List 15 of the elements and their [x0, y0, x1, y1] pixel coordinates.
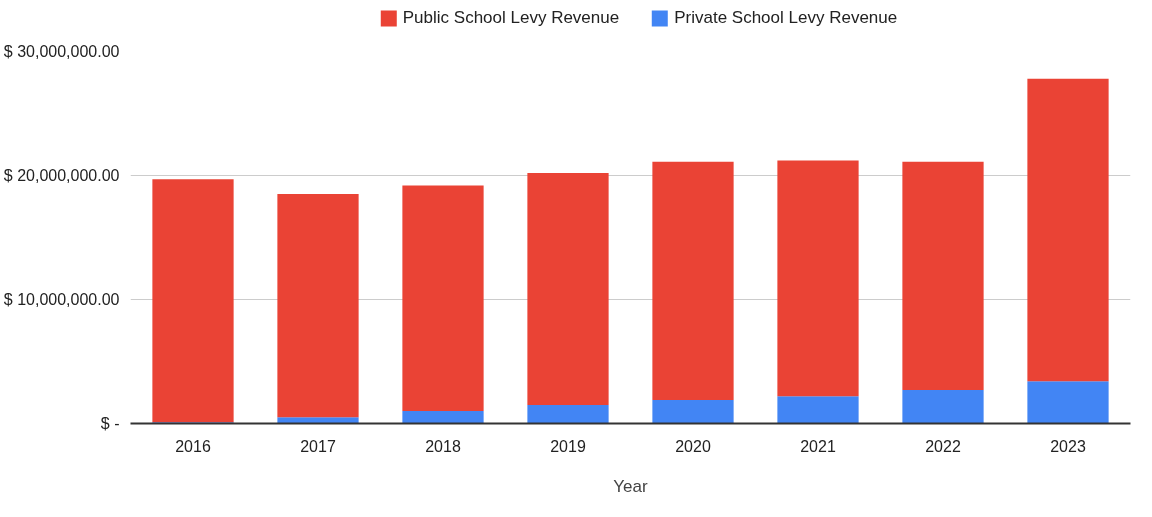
x-tick-label: 2019: [550, 437, 586, 455]
y-tick-label: $ -: [100, 415, 120, 432]
x-tick-label: 2021: [800, 437, 836, 455]
y-tick-label: $ 20,000,000.00: [3, 167, 120, 184]
x-tick-label: 2017: [300, 437, 336, 455]
x-tick-label: 2018: [425, 437, 461, 455]
x-tick-label: 2016: [175, 437, 211, 455]
y-tick-label: $ 10,000,000.00: [3, 291, 120, 308]
y-tick-label: $ 30,000,000.00: [3, 43, 120, 60]
x-tick-label: 2022: [925, 437, 961, 455]
legend-label: Public School Levy Revenue: [402, 8, 620, 28]
legend-label: Private School Levy Revenue: [674, 8, 898, 28]
x-axis-title: Year: [613, 476, 649, 496]
x-tick-label: 2020: [675, 437, 711, 455]
x-tick-label: 2023: [1050, 437, 1086, 455]
